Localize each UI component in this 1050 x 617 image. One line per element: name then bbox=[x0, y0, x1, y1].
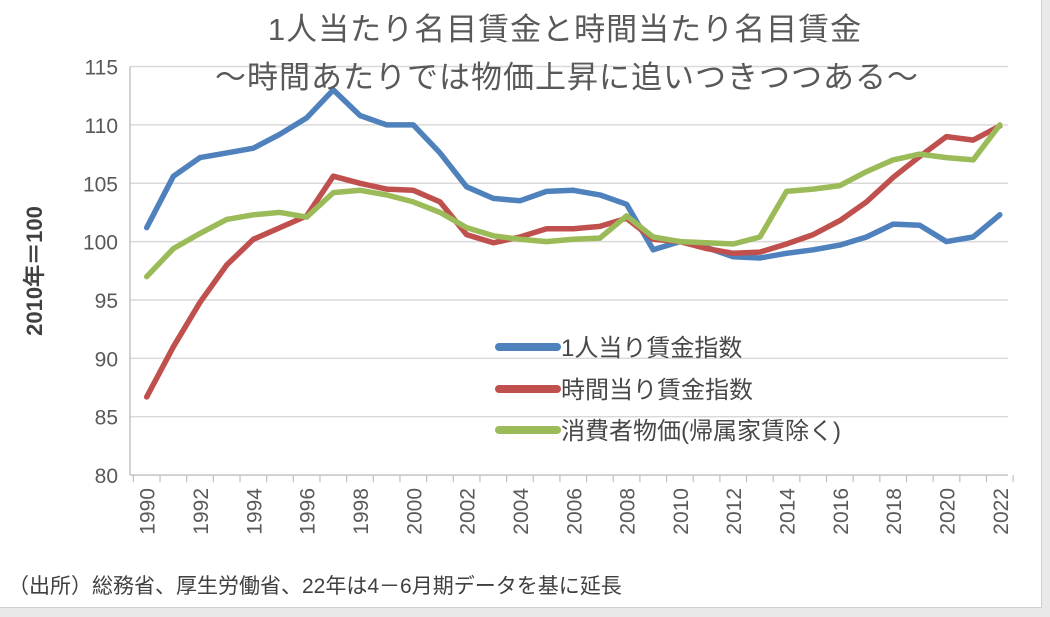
source-note: （出所）総務省、厚生労働省、22年は4－6月期データを基に延長 bbox=[8, 575, 622, 598]
y-tick-label: 85 bbox=[95, 407, 118, 430]
y-tick-label: 80 bbox=[95, 465, 118, 488]
x-tick-label: 2018 bbox=[883, 488, 906, 535]
x-tick-label: 2020 bbox=[937, 488, 960, 535]
legend-item-per-capita-wage: 1人当り賃金指数 bbox=[495, 335, 742, 362]
x-tick-label: 2012 bbox=[723, 488, 746, 535]
x-tick-label: 2004 bbox=[510, 488, 533, 535]
legend-item-hourly-wage: 時間当り賃金指数 bbox=[495, 377, 753, 404]
x-tick-label: 1990 bbox=[137, 488, 160, 535]
chart-sheet: 80 85 90 95 100 105 110 115 1990 1992 1994 1996 199… bbox=[0, 0, 1042, 608]
y-tick-labels: 80 85 90 95 100 105 110 115 bbox=[83, 57, 118, 489]
series-lines bbox=[143, 87, 1003, 400]
x-tick-label: 2010 bbox=[670, 488, 693, 535]
y-tick-label: 90 bbox=[95, 348, 118, 371]
y-tick-label: 95 bbox=[95, 290, 118, 313]
chart-title-line2: ～時間あたりでは物価上昇に追いつきつつある～ bbox=[215, 60, 919, 95]
cpi-line bbox=[143, 122, 1003, 280]
y-tick-label: 100 bbox=[83, 232, 118, 255]
x-tick-label: 1994 bbox=[243, 488, 266, 535]
x-tick-label: 1996 bbox=[297, 488, 320, 535]
chart-title-line1: 1人当たり名目賃金と時間当たり名目賃金 bbox=[268, 12, 862, 47]
axes bbox=[129, 66, 1014, 483]
x-tick-labels: 1990 1992 1994 1996 1998 2000 2002 2004 2006 2008… bbox=[137, 488, 1013, 535]
x-tick-label: 2022 bbox=[990, 488, 1013, 535]
gridlines bbox=[130, 65, 1008, 418]
y-tick-label: 105 bbox=[83, 173, 118, 196]
x-tick-label: 1992 bbox=[190, 488, 213, 535]
x-tick-label: 2000 bbox=[403, 488, 426, 535]
y-axis-title: 2010年＝100 bbox=[22, 206, 47, 336]
legend-item-cpi: 消費者物価(帰属家賃除く) bbox=[495, 418, 841, 445]
y-tick-label: 115 bbox=[85, 57, 118, 80]
x-tick-label: 2016 bbox=[830, 488, 853, 535]
legend-label-cpi: 消費者物価(帰属家賃除く) bbox=[561, 418, 841, 445]
hourly-wage-line bbox=[143, 123, 1003, 400]
x-tick-label: 2014 bbox=[777, 488, 800, 535]
legend-label-per-capita-wage: 1人当り賃金指数 bbox=[561, 335, 742, 362]
x-tick-label: 1998 bbox=[350, 488, 373, 535]
y-tick-label: 110 bbox=[85, 115, 118, 138]
x-tick-label: 2006 bbox=[563, 488, 586, 535]
legend: 1人当り賃金指数 時間当り賃金指数 消費者物価(帰属家賃除く) bbox=[495, 335, 841, 445]
x-tick-label: 2002 bbox=[457, 488, 480, 535]
legend-label-hourly-wage: 時間当り賃金指数 bbox=[561, 377, 753, 404]
x-tick-label: 2008 bbox=[617, 488, 640, 535]
per-capita-wage-line bbox=[143, 87, 1003, 261]
